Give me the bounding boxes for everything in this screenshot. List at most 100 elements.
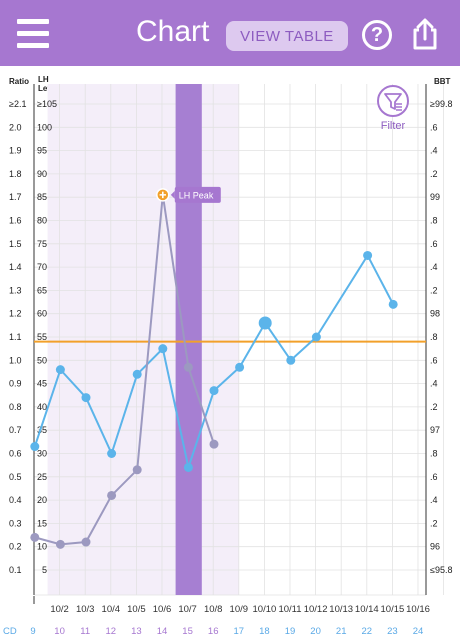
- date-label: 10/4: [102, 604, 121, 615]
- ratio-tick-label: 0.7: [9, 425, 22, 435]
- ratio-tick-label: 1.4: [9, 262, 22, 272]
- ratio-tick-label: 1.6: [9, 216, 22, 226]
- data-point: [81, 537, 91, 547]
- bbt-tick-label: ≤95.8: [430, 565, 452, 575]
- data-point: [258, 316, 272, 330]
- lh-tick-label: 100: [37, 122, 52, 132]
- lh-tick-label: 10: [37, 542, 47, 552]
- bbt-tick-label: ≥99.8: [430, 99, 452, 109]
- ratio-axis-header: Ratio: [9, 77, 29, 86]
- data-point: [81, 393, 91, 403]
- date-label: 10/3: [76, 604, 95, 615]
- data-point: [209, 439, 219, 449]
- menu-icon[interactable]: [17, 19, 49, 49]
- lh-tick-label: 60: [37, 309, 47, 319]
- lh-tick-label: 65: [37, 285, 47, 295]
- ratio-tick-label: 0.2: [9, 542, 22, 552]
- date-label: 10/5: [127, 604, 146, 615]
- date-label: 10/14: [355, 604, 379, 615]
- bbt-tick-label: .6: [430, 355, 438, 365]
- lh-tick-label: 45: [37, 379, 47, 389]
- bbt-tick-label: .4: [430, 495, 438, 505]
- date-label: 10/2: [50, 604, 69, 615]
- cycle-day-label: 13: [131, 626, 142, 637]
- lh-tick-label: 35: [37, 425, 47, 435]
- data-point: [183, 462, 193, 472]
- date-label: 10/10: [253, 604, 277, 615]
- lh-tick-label: 20: [37, 495, 47, 505]
- page-title: Chart: [136, 15, 210, 48]
- view-table-button[interactable]: VIEW TABLE: [226, 21, 348, 51]
- top-bar: Chart VIEW TABLE ?: [0, 0, 460, 66]
- lh-tick-label: 90: [37, 169, 47, 179]
- bbt-tick-label: .2: [430, 285, 438, 295]
- fertile-window-band: [47, 84, 239, 595]
- bbt-axis-header: BBT: [434, 77, 451, 86]
- bbt-tick-label: .8: [430, 332, 438, 342]
- cycle-day-label: 20: [310, 626, 321, 637]
- ratio-tick-label: 0.4: [9, 495, 22, 505]
- bbt-tick-label: .6: [430, 122, 438, 132]
- cycle-day-label: 16: [208, 626, 219, 637]
- data-point: [132, 369, 142, 379]
- data-point: [363, 250, 373, 260]
- bbt-tick-label: .2: [430, 402, 438, 412]
- lh-tick-label: 70: [37, 262, 47, 272]
- data-point: [286, 355, 296, 365]
- cycle-day-label: 22: [362, 626, 373, 637]
- cycle-day-label: 21: [336, 626, 347, 637]
- lh-tick-label: 40: [37, 402, 47, 412]
- lh-peak-day-bar: [175, 84, 202, 595]
- series-line: [33, 253, 395, 472]
- data-point: [55, 539, 65, 549]
- help-icon[interactable]: ?: [362, 20, 392, 50]
- data-point: [107, 490, 117, 500]
- date-label: 10/6: [153, 604, 172, 615]
- bbt-tick-label: 96: [430, 542, 440, 552]
- bbt-tick-label: .4: [430, 379, 438, 389]
- bbt-tick-label: .2: [430, 518, 438, 528]
- cycle-day-label: 12: [106, 626, 117, 637]
- cycle-day-label: 11: [80, 626, 90, 637]
- ratio-tick-label: 1.5: [9, 239, 22, 249]
- data-point: [388, 299, 398, 309]
- filter-button[interactable]: [376, 84, 410, 130]
- ratio-tick-label: 0.5: [9, 472, 22, 482]
- lh-tick-label: 15: [37, 518, 47, 528]
- lh-tick-label: 25: [37, 472, 47, 482]
- ratio-tick-label: ≥2.1: [9, 99, 26, 109]
- date-label: 10/7: [178, 604, 197, 615]
- ratio-tick-label: 0.9: [9, 379, 22, 389]
- data-point: [311, 332, 321, 342]
- ratio-tick-label: 1.2: [9, 309, 22, 319]
- bbt-tick-label: 98: [430, 309, 440, 319]
- bbt-tick-label: .4: [430, 262, 438, 272]
- share-icon[interactable]: [410, 18, 440, 50]
- date-label: 10/16: [406, 604, 430, 615]
- cycle-day-label: 10: [54, 626, 65, 637]
- lh-tick-label: ≥105: [37, 99, 57, 109]
- ratio-tick-label: 0.8: [9, 402, 22, 412]
- lh-peak-label: LH Peak: [179, 190, 214, 200]
- lh-peak-tag: [174, 186, 221, 203]
- bbt-tick-label: .4: [430, 146, 438, 156]
- date-label: 10/9: [230, 604, 249, 615]
- cycle-day-label: 19: [285, 626, 296, 637]
- cycle-day-label: 18: [259, 626, 270, 637]
- bbt-tick-label: .8: [430, 216, 438, 226]
- bbt-tick-label: .6: [430, 239, 438, 249]
- date-label: 10/13: [329, 604, 353, 615]
- filter-icon: [377, 85, 409, 117]
- cycle-day-label: 24: [413, 626, 424, 637]
- ratio-tick-label: 0.6: [9, 449, 22, 459]
- cycle-day-label: 14: [157, 626, 168, 637]
- lh-peak-tag-arrow: [170, 190, 175, 199]
- lh-tick-label: 5: [42, 565, 47, 575]
- lh-tick-label: 95: [37, 146, 47, 156]
- lh-tick-label: 55: [37, 332, 47, 342]
- data-point: [132, 465, 142, 475]
- lh-tick-label: 30: [37, 449, 47, 459]
- data-point: [183, 362, 193, 372]
- date-label: 10/11: [278, 604, 301, 615]
